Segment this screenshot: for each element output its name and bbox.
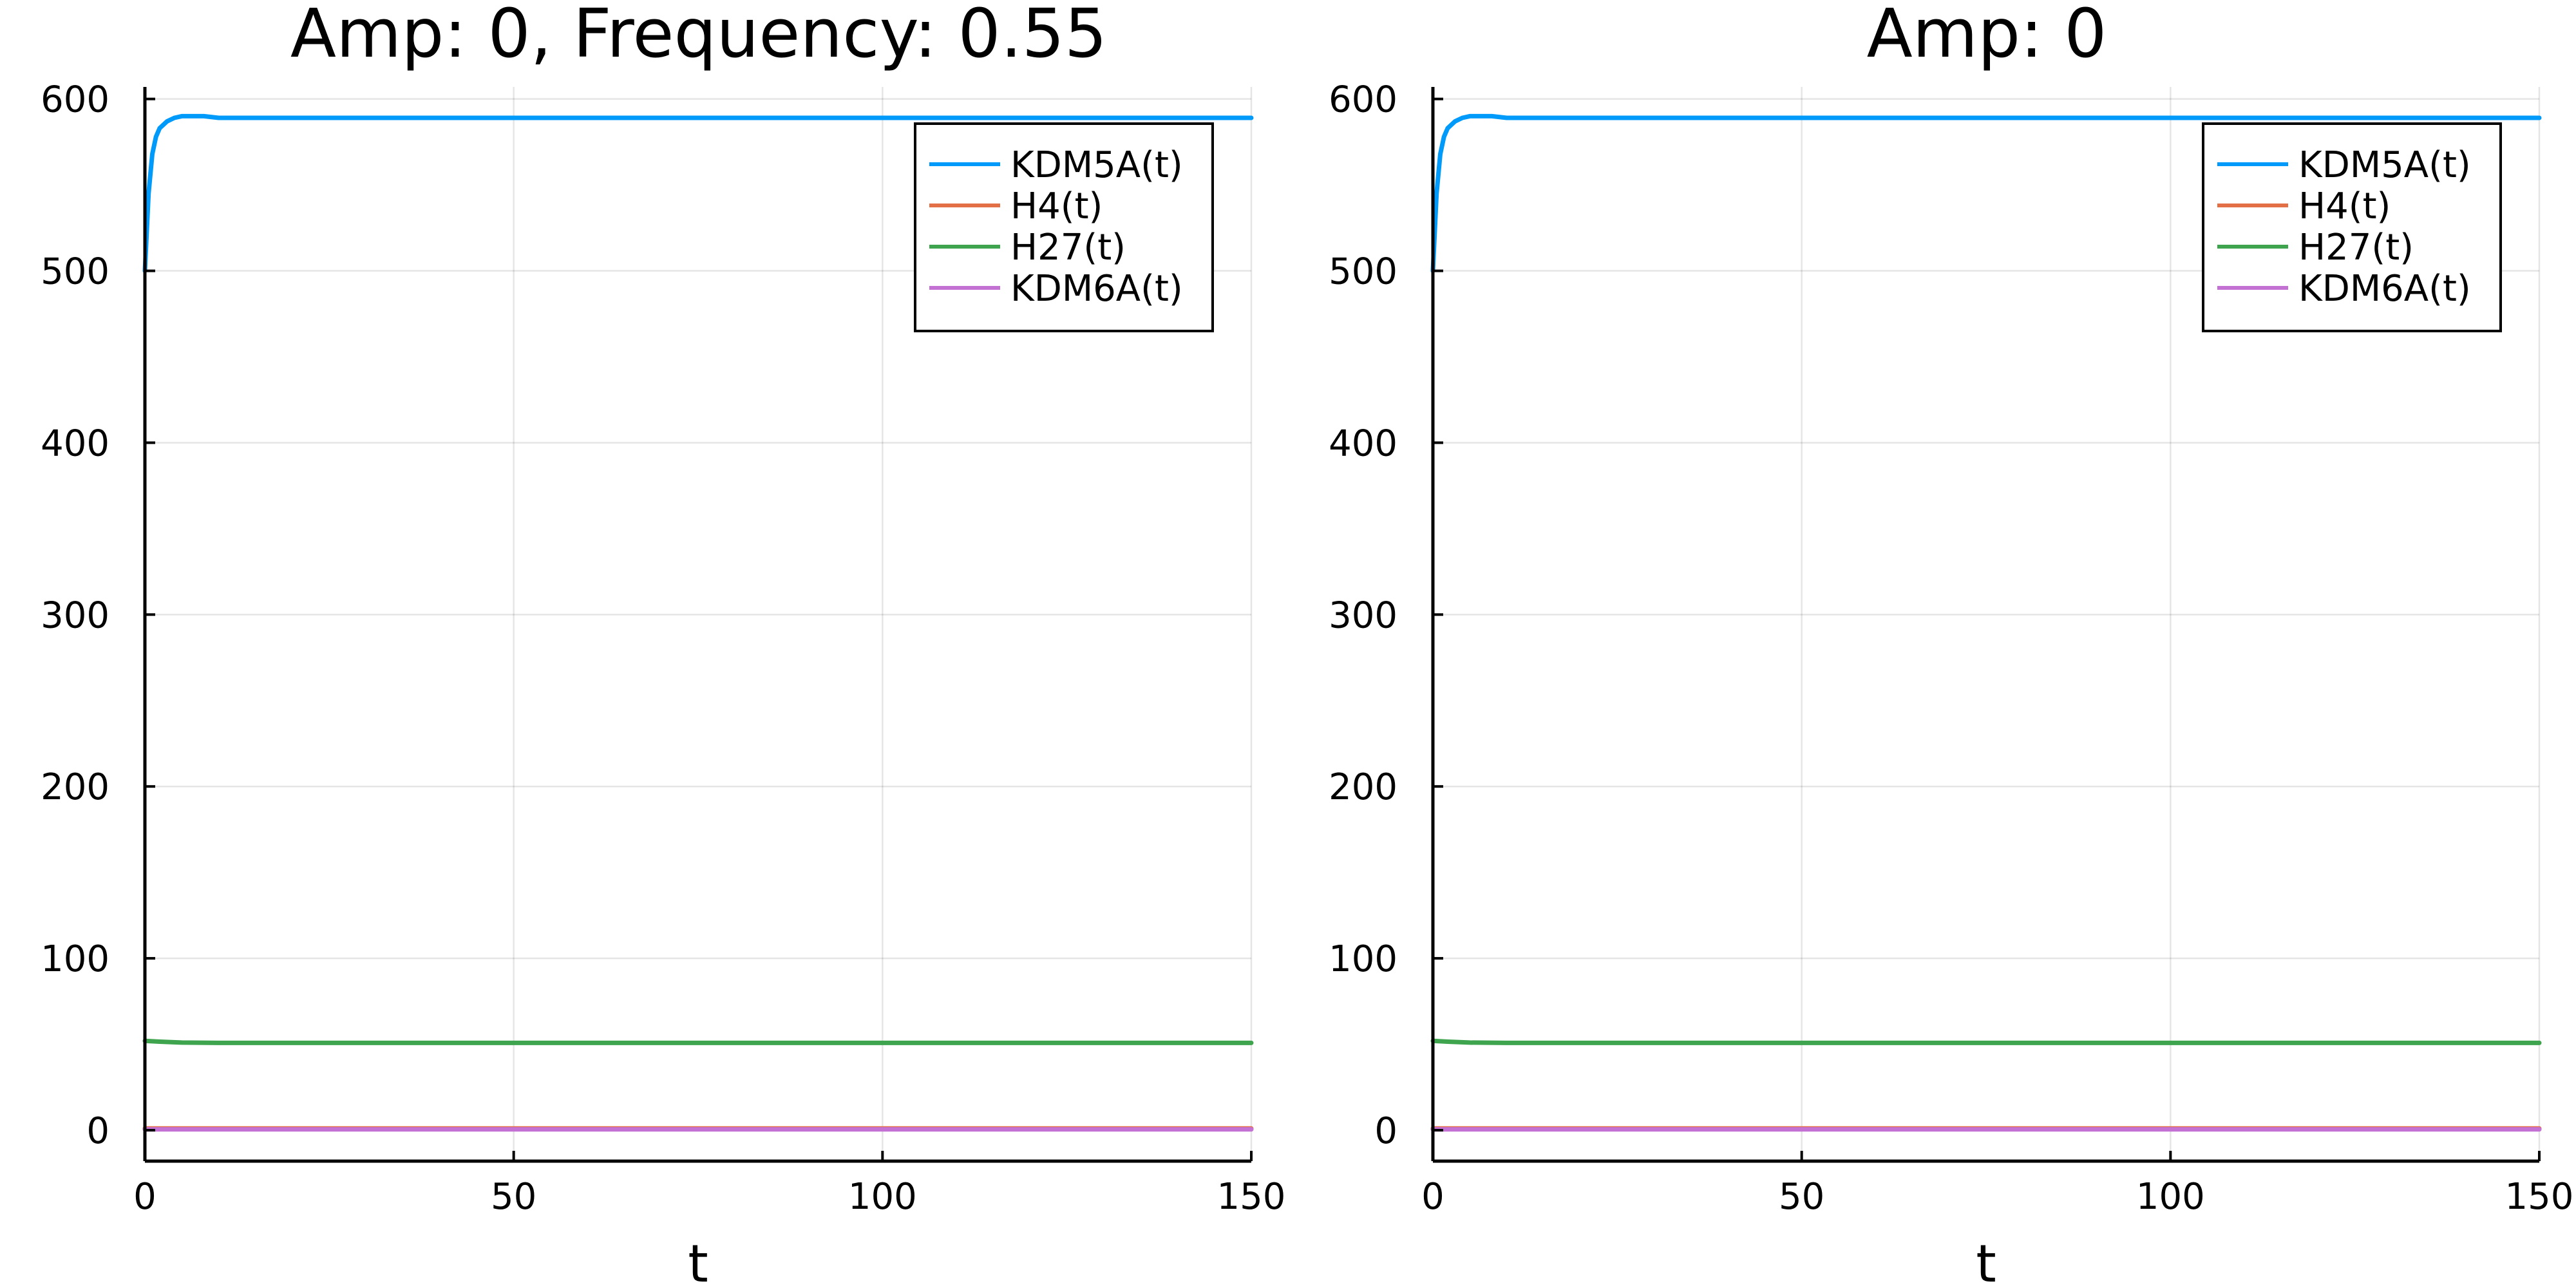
x-ticks: 0 50 100 150: [1421, 1151, 2573, 1218]
series-lines: [142, 113, 1254, 1132]
chart-panel-2: Amp: 0 0 50 100 150 0 100 200 300 400 500 600 t K…: [1329, 0, 2573, 1288]
legend-entry: KDM6A(t): [1010, 268, 1183, 310]
y-tick-label: 500: [1329, 251, 1397, 293]
x-tick-label: 100: [848, 1176, 917, 1218]
x-ticks: 0 50 100 150: [133, 1151, 1285, 1218]
y-tick-label: 600: [41, 79, 109, 121]
x-tick-label: 150: [2505, 1176, 2574, 1218]
legend-entry: KDM5A(t): [1010, 144, 1183, 186]
legend-entry: H4(t): [1010, 185, 1103, 227]
y-tick-label: 100: [1329, 938, 1397, 980]
y-tick-label: 300: [1329, 594, 1397, 636]
legend-entry: H4(t): [2298, 185, 2391, 227]
series-line: [1430, 113, 2542, 274]
x-tick-label: 150: [1217, 1176, 1286, 1218]
y-tick-label: 200: [41, 766, 109, 808]
chart-panel-1: Amp: 0, Frequency: 0.55 0 50 100 150 0 100 20…: [41, 0, 1285, 1288]
series-line: [142, 113, 1254, 274]
y-tick-label: 400: [41, 422, 109, 464]
legend-entry: KDM5A(t): [2298, 144, 2471, 186]
chart-title: Amp: 0: [1867, 0, 2107, 73]
y-tick-label: 500: [41, 251, 109, 293]
y-tick-label: 300: [41, 594, 109, 636]
y-tick-label: 0: [1374, 1110, 1397, 1152]
x-tick-label: 0: [133, 1176, 156, 1218]
y-ticks: 0 100 200 300 400 500 600: [41, 79, 155, 1152]
y-tick-label: 100: [41, 938, 109, 980]
legend-entry: KDM6A(t): [2298, 268, 2471, 310]
legend-box: [2202, 122, 2502, 332]
x-tick-label: 0: [1421, 1176, 1444, 1218]
x-tick-label: 50: [1779, 1176, 1824, 1218]
y-tick-label: 600: [1329, 79, 1397, 121]
series-line: [1430, 1038, 2542, 1045]
legend-box: [914, 122, 1214, 332]
x-tick-label: 100: [2136, 1176, 2205, 1218]
y-tick-label: 0: [86, 1110, 109, 1152]
series-lines: [1430, 113, 2542, 1132]
y-tick-label: 400: [1329, 422, 1397, 464]
y-tick-label: 200: [1329, 766, 1397, 808]
series-line: [142, 1038, 1254, 1045]
x-axis-label: t: [1976, 1234, 1996, 1288]
chart-title: Amp: 0, Frequency: 0.55: [290, 0, 1107, 73]
legend-entry: H27(t): [2298, 227, 2414, 269]
legend: KDM5A(t)H4(t)H27(t)KDM6A(t): [2202, 122, 2502, 332]
x-axis-label: t: [688, 1234, 708, 1288]
x-tick-label: 50: [491, 1176, 536, 1218]
legend: KDM5A(t)H4(t)H27(t)KDM6A(t): [914, 122, 1214, 332]
y-ticks: 0 100 200 300 400 500 600: [1329, 79, 1443, 1152]
legend-entry: H27(t): [1010, 227, 1126, 269]
